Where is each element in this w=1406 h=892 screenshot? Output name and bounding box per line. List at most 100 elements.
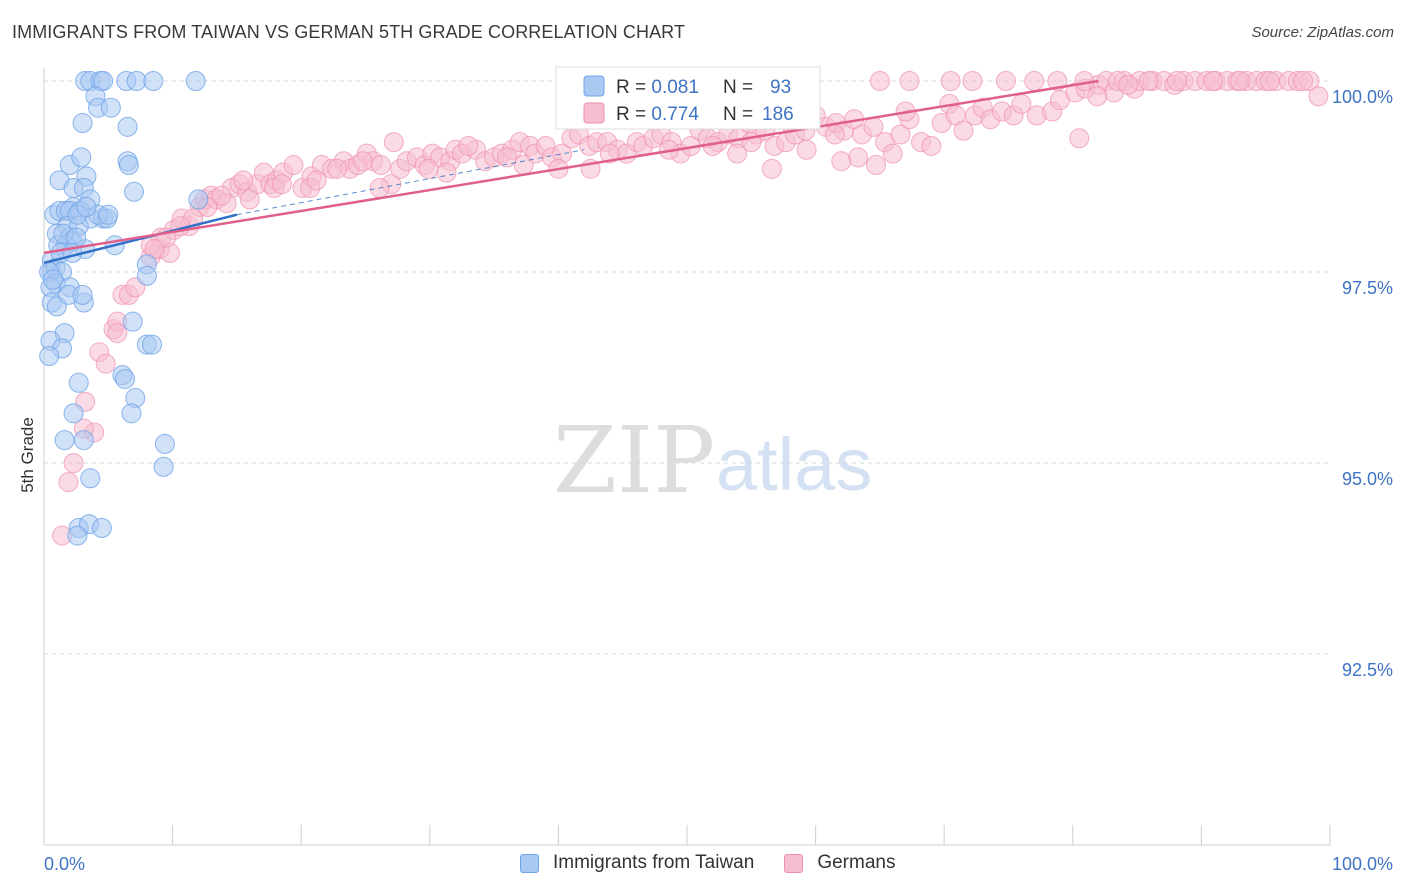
germans-point xyxy=(436,162,457,183)
germans-trend-line xyxy=(43,79,1099,255)
legend-swatch-taiwan xyxy=(520,853,539,873)
germans-point xyxy=(848,147,869,168)
taiwan-point xyxy=(72,113,93,134)
taiwan-point xyxy=(67,525,88,546)
gridlines xyxy=(44,80,1330,655)
taiwan-points xyxy=(39,71,209,546)
germans-point xyxy=(1229,71,1250,91)
taiwan-point xyxy=(188,189,209,210)
germans-point xyxy=(370,155,391,176)
germans-point xyxy=(271,174,292,195)
germans-point xyxy=(953,120,974,141)
legend-item-taiwan[interactable]: Immigrants from Taiwan xyxy=(520,852,754,874)
germans-point xyxy=(882,143,903,164)
germans-point xyxy=(962,71,983,91)
germans-point xyxy=(1166,71,1187,91)
germans-point xyxy=(866,155,887,176)
stats-r-label-pink: R = xyxy=(616,104,651,125)
germans-point xyxy=(940,71,961,91)
germans-point xyxy=(107,323,128,344)
germans-point xyxy=(283,155,304,176)
germans-point xyxy=(899,71,920,91)
taiwan-point xyxy=(80,468,101,489)
stats-n-label-blue: N = xyxy=(723,77,753,98)
svg-text:R = 0.081: R = 0.081 xyxy=(616,77,699,98)
source-label: Source: ZipAtlas.com xyxy=(1251,24,1394,41)
germans-point xyxy=(239,189,260,210)
legend-label-taiwan: Immigrants from Taiwan xyxy=(553,852,755,873)
taiwan-trend-line xyxy=(43,213,238,265)
germans-point xyxy=(95,353,116,374)
germans-point xyxy=(1118,74,1139,95)
germans-point xyxy=(58,472,79,493)
germans-point xyxy=(727,143,748,164)
taiwan-point xyxy=(136,265,157,286)
taiwan-point xyxy=(122,311,143,332)
germans-point xyxy=(1292,71,1313,91)
germans-point xyxy=(831,151,852,172)
taiwan-point xyxy=(54,430,75,451)
germans-point xyxy=(1069,128,1090,149)
taiwan-point xyxy=(121,403,142,424)
taiwan-point xyxy=(43,269,64,290)
stats-r-label-blue: R = xyxy=(616,77,651,98)
germans-point xyxy=(1259,71,1280,91)
germans-point xyxy=(383,132,404,153)
taiwan-point xyxy=(124,181,145,202)
y-tick-label: 92.5% xyxy=(1342,660,1393,680)
taiwan-point xyxy=(154,433,175,454)
germans-point xyxy=(306,170,327,191)
legend-label-germans: Germans xyxy=(817,852,896,873)
y-tick-label: 100.0% xyxy=(1332,87,1393,107)
taiwan-point xyxy=(98,204,119,225)
taiwan-point xyxy=(71,147,92,168)
taiwan-point xyxy=(115,368,136,389)
x-ticks xyxy=(43,825,1331,845)
germans-point xyxy=(890,124,911,145)
svg-text:R = 0.774: R = 0.774 xyxy=(616,104,699,125)
germans-point xyxy=(63,453,84,473)
x-tick-label-start: 0.0% xyxy=(44,854,85,874)
germans-point xyxy=(824,124,845,145)
germans-point xyxy=(599,143,620,164)
taiwan-point xyxy=(117,116,138,137)
legend: Immigrants from Taiwan Germans xyxy=(520,852,925,874)
trend-lines xyxy=(43,79,1099,265)
taiwan-point xyxy=(91,517,112,538)
watermark: ZIP atlas xyxy=(553,407,872,514)
germans-point xyxy=(1308,86,1329,107)
stats-n-value-pink: 186 xyxy=(762,104,794,125)
taiwan-point xyxy=(100,97,121,118)
y-tick-label: 97.5% xyxy=(1342,278,1393,298)
svg-text:N =: N = xyxy=(723,77,753,98)
taiwan-point xyxy=(143,71,164,91)
taiwan-trend-extension xyxy=(236,149,585,216)
germans-point xyxy=(761,158,782,179)
legend-swatch-germans xyxy=(784,853,804,873)
y-axis-label: 5th Grade xyxy=(18,417,37,493)
stats-n-value-blue: 93 xyxy=(770,77,791,98)
germans-point xyxy=(496,147,517,168)
stats-box: R = 0.081 N = 93 R = 0.774 N = 186 xyxy=(555,66,821,130)
legend-item-germans[interactable]: Germans xyxy=(784,852,895,874)
taiwan-point xyxy=(153,456,174,477)
y-tick-label: 95.0% xyxy=(1342,469,1393,489)
taiwan-point xyxy=(76,197,97,218)
watermark-zip: ZIP xyxy=(553,407,715,514)
taiwan-point xyxy=(63,403,84,424)
taiwan-point xyxy=(73,430,94,451)
stats-r-value-pink: 0.774 xyxy=(651,104,699,125)
taiwan-point xyxy=(118,155,139,176)
stats-swatch-pink xyxy=(583,102,605,124)
stats-r-value-blue: 0.081 xyxy=(651,77,699,98)
taiwan-point xyxy=(126,71,147,91)
watermark-atlas: atlas xyxy=(716,423,872,506)
germans-point xyxy=(352,151,373,172)
y-tick-labels: 92.5% 95.0% 97.5% 100.0% xyxy=(1332,87,1393,680)
germans-point xyxy=(1138,71,1159,91)
stats-n-label-pink: N = xyxy=(723,104,753,125)
germans-point xyxy=(995,71,1016,91)
germans-point xyxy=(1087,86,1108,107)
germans-point xyxy=(1024,71,1045,91)
